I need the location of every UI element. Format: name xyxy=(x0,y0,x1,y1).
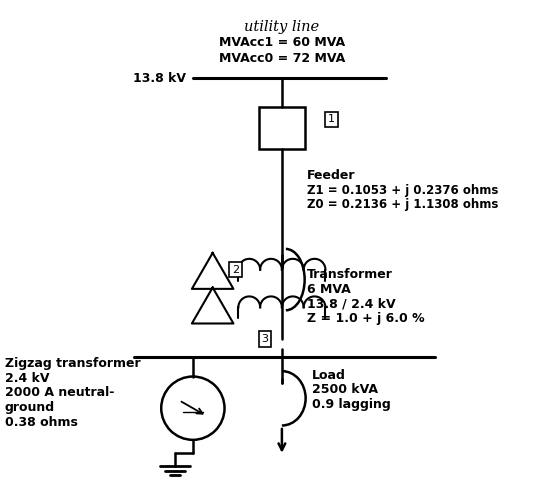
Text: Feeder: Feeder xyxy=(307,169,355,182)
Text: 2: 2 xyxy=(232,265,239,275)
Text: 0.38 ohms: 0.38 ohms xyxy=(5,416,78,429)
Text: 2000 A neutral-: 2000 A neutral- xyxy=(5,386,114,399)
Text: Load: Load xyxy=(312,369,345,382)
Text: 0.9 lagging: 0.9 lagging xyxy=(312,398,390,412)
Text: Z0 = 0.2136 + j 1.1308 ohms: Z0 = 0.2136 + j 1.1308 ohms xyxy=(307,199,498,211)
Text: Transformer: Transformer xyxy=(307,268,393,281)
Text: MVAcc1 = 60 MVA: MVAcc1 = 60 MVA xyxy=(219,36,345,49)
Text: 13.8 kV: 13.8 kV xyxy=(133,72,186,85)
Text: ground: ground xyxy=(5,401,55,414)
Text: 2.4 kV: 2.4 kV xyxy=(5,372,49,385)
Text: 2500 kVA: 2500 kVA xyxy=(312,383,378,396)
Text: Z1 = 0.1053 + j 0.2376 ohms: Z1 = 0.1053 + j 0.2376 ohms xyxy=(307,184,498,197)
Text: MVAcc0 = 72 MVA: MVAcc0 = 72 MVA xyxy=(219,52,345,65)
Text: Z = 1.0 + j 6.0 %: Z = 1.0 + j 6.0 % xyxy=(307,312,424,325)
Text: 3: 3 xyxy=(261,334,268,344)
Text: Zigzag transformer: Zigzag transformer xyxy=(5,357,141,370)
Text: utility line: utility line xyxy=(244,20,320,35)
Text: 13.8 / 2.4 kV: 13.8 / 2.4 kV xyxy=(307,298,395,310)
Text: 6 MVA: 6 MVA xyxy=(307,282,350,296)
Bar xyxy=(259,107,305,149)
Text: 1: 1 xyxy=(328,114,335,124)
